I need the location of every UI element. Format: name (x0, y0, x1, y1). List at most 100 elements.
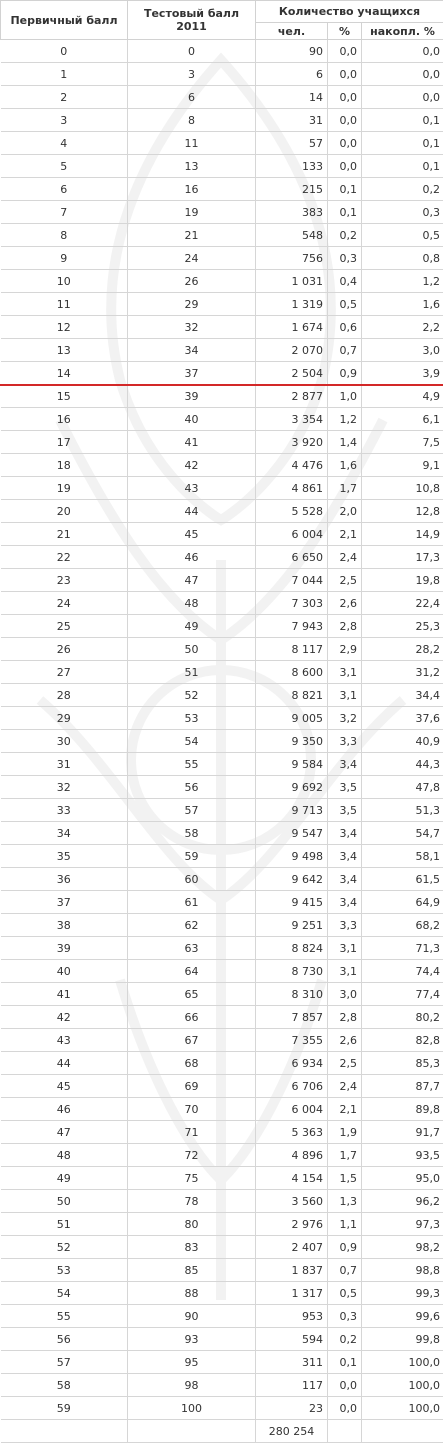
primary-score-cell: 7 (0, 200, 128, 224)
percent-cell: 3,0 (327, 982, 362, 1006)
percent-cell: 0,3 (327, 246, 362, 270)
test-score-cell: 88 (127, 1281, 256, 1305)
student-count-cell: 7 355 (255, 1028, 328, 1052)
table-row: 35 59 9 498 3,4 58,1 (0, 844, 443, 868)
total-row: 280 254 (0, 1419, 443, 1443)
test-score-cell: 51 (127, 660, 256, 684)
cumulative-percent-cell: 95,0 (361, 1166, 443, 1190)
percent-cell: 3,5 (327, 798, 362, 822)
percent-cell: 0,3 (327, 1304, 362, 1328)
test-score-cell: 45 (127, 522, 256, 546)
table-row: 53 85 1 837 0,7 98,8 (0, 1258, 443, 1282)
percent-cell: 0,0 (327, 154, 362, 178)
test-score-cell: 93 (127, 1327, 256, 1351)
primary-score-cell: 21 (0, 522, 128, 546)
percent-cell: 1,7 (327, 1143, 362, 1167)
primary-score-cell: 33 (0, 798, 128, 822)
primary-score-cell: 18 (0, 453, 128, 477)
percent-cell: 0,1 (327, 1350, 362, 1374)
cumulative-percent-cell: 1,6 (361, 292, 443, 316)
table-row: 47 71 5 363 1,9 91,7 (0, 1120, 443, 1144)
primary-score-cell: 52 (0, 1235, 128, 1259)
student-count-cell: 9 415 (255, 890, 328, 914)
percent-cell: 1,5 (327, 1166, 362, 1190)
primary-score-cell: 3 (0, 108, 128, 132)
primary-score-cell: 40 (0, 959, 128, 983)
table-row: 9 24 756 0,3 0,8 (0, 246, 443, 270)
student-count-cell: 9 713 (255, 798, 328, 822)
cumulative-percent-cell: 0,3 (361, 200, 443, 224)
primary-score-cell: 47 (0, 1120, 128, 1144)
test-score-cell: 37 (127, 361, 256, 385)
total-empty-cell (327, 1419, 362, 1443)
primary-score-cell: 59 (0, 1396, 128, 1420)
student-count-cell: 9 350 (255, 729, 328, 753)
table-row: 28 52 8 821 3,1 34,4 (0, 683, 443, 707)
test-score-cell: 13 (127, 154, 256, 178)
primary-score-cell: 17 (0, 430, 128, 454)
table-row: 30 54 9 350 3,3 40,9 (0, 729, 443, 753)
test-score-cell: 75 (127, 1166, 256, 1190)
percent-cell: 3,4 (327, 890, 362, 914)
header-cumulative-percent: накопл. % (361, 22, 443, 40)
test-score-cell: 78 (127, 1189, 256, 1213)
cumulative-percent-cell: 47,8 (361, 775, 443, 799)
percent-cell: 2,5 (327, 568, 362, 592)
student-count-cell: 6 004 (255, 522, 328, 546)
table-row: 15 39 2 877 1,0 4,9 (0, 384, 443, 408)
percent-cell: 0,7 (327, 1258, 362, 1282)
test-score-cell: 43 (127, 476, 256, 500)
cumulative-percent-cell: 9,1 (361, 453, 443, 477)
cumulative-percent-cell: 44,3 (361, 752, 443, 776)
primary-score-cell: 48 (0, 1143, 128, 1167)
threshold-line (0, 383, 443, 386)
test-score-cell: 65 (127, 982, 256, 1006)
test-score-cell: 34 (127, 338, 256, 362)
student-count-cell: 7 943 (255, 614, 328, 638)
percent-cell: 3,4 (327, 752, 362, 776)
percent-cell: 0,5 (327, 1281, 362, 1305)
student-count-cell: 6 004 (255, 1097, 328, 1121)
test-score-cell: 71 (127, 1120, 256, 1144)
table-row: 46 70 6 004 2,1 89,8 (0, 1097, 443, 1121)
cumulative-percent-cell: 4,9 (361, 384, 443, 408)
table-row: 44 68 6 934 2,5 85,3 (0, 1051, 443, 1075)
student-count-cell: 8 117 (255, 637, 328, 661)
table-row: 38 62 9 251 3,3 68,2 (0, 913, 443, 937)
primary-score-cell: 32 (0, 775, 128, 799)
percent-cell: 2,9 (327, 637, 362, 661)
table-row: 10 26 1 031 0,4 1,2 (0, 269, 443, 293)
student-count-cell: 133 (255, 154, 328, 178)
cumulative-percent-cell: 7,5 (361, 430, 443, 454)
primary-score-cell: 1 (0, 62, 128, 86)
test-score-cell: 42 (127, 453, 256, 477)
table-row: 21 45 6 004 2,1 14,9 (0, 522, 443, 546)
cumulative-percent-cell: 54,7 (361, 821, 443, 845)
primary-score-cell: 36 (0, 867, 128, 891)
cumulative-percent-cell: 3,9 (361, 361, 443, 385)
cumulative-percent-cell: 37,6 (361, 706, 443, 730)
cumulative-percent-cell: 28,2 (361, 637, 443, 661)
test-score-cell: 3 (127, 62, 256, 86)
percent-cell: 0,0 (327, 62, 362, 86)
cumulative-percent-cell: 0,2 (361, 177, 443, 201)
primary-score-cell: 44 (0, 1051, 128, 1075)
cumulative-percent-cell: 0,1 (361, 131, 443, 155)
test-score-cell: 54 (127, 729, 256, 753)
primary-score-cell: 50 (0, 1189, 128, 1213)
cumulative-percent-cell: 58,1 (361, 844, 443, 868)
student-count-cell: 90 (255, 39, 328, 63)
test-score-cell: 48 (127, 591, 256, 615)
primary-score-cell: 57 (0, 1350, 128, 1374)
test-score-cell: 0 (127, 39, 256, 63)
student-count-cell: 383 (255, 200, 328, 224)
table-row: 14 37 2 504 0,9 3,9 (0, 361, 443, 385)
table-row: 42 66 7 857 2,8 80,2 (0, 1005, 443, 1029)
primary-score-cell: 19 (0, 476, 128, 500)
percent-cell: 0,0 (327, 1373, 362, 1397)
percent-cell: 1,2 (327, 407, 362, 431)
cumulative-percent-cell: 0,0 (361, 39, 443, 63)
percent-cell: 0,0 (327, 1396, 362, 1420)
test-score-cell: 19 (127, 200, 256, 224)
